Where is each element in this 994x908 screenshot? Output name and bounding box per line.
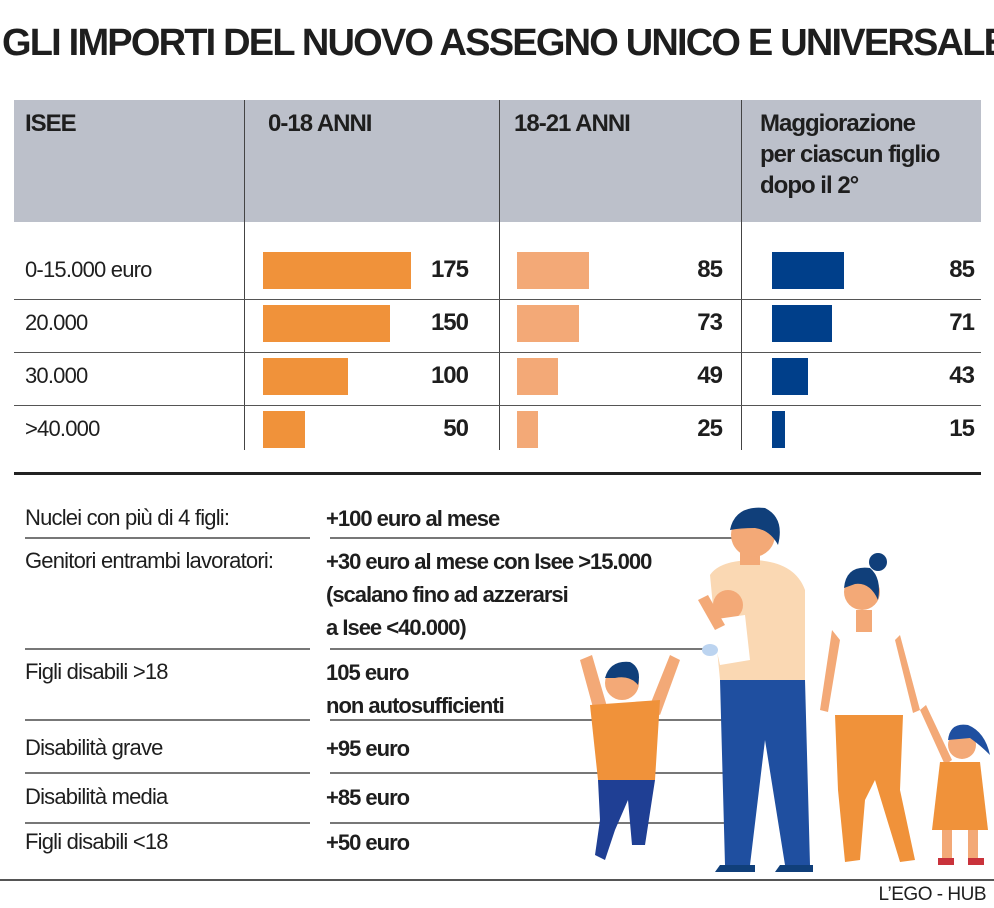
value-label: 73 (697, 309, 723, 336)
divider (14, 472, 981, 475)
header-line: Maggiorazione (760, 110, 916, 137)
value-label: 100 (430, 362, 469, 389)
row-divider (741, 299, 981, 300)
extra-value-line: +85 euro (326, 785, 410, 810)
row-divider (741, 405, 981, 406)
row-label: 0-15.000 euro (25, 257, 152, 282)
extra-value-line: +30 euro al mese con Isee >15.000 (326, 549, 652, 574)
extra-value: +30 euro al mese con Isee >15.000 (scalan… (326, 545, 652, 644)
extra-label: Figli disabili >18 (25, 659, 169, 684)
header-line: per ciascun figlio (760, 141, 940, 168)
extra-value: +95 euro (326, 732, 410, 765)
column-divider (741, 100, 742, 450)
extra-value: 105 euro non autosufficienti (326, 656, 505, 722)
header-line: dopo il 2° (760, 172, 859, 199)
column-divider (499, 100, 500, 450)
extra-value-line: a Isee <40.000) (326, 615, 467, 640)
extra-value-line: (scalano fino ad azzerarsi (326, 582, 569, 607)
value-label: 25 (697, 415, 723, 442)
extra-label: Figli disabili <18 (25, 829, 169, 854)
extra-label: Nuclei con più di 4 figli: (25, 505, 230, 530)
girl-figure (920, 705, 990, 865)
bar (517, 252, 589, 289)
header-isee: ISEE (25, 110, 77, 137)
boy-figure (580, 655, 680, 860)
row-divider (499, 299, 741, 300)
extra-value-line: +95 euro (326, 736, 410, 761)
value-label: 71 (949, 309, 975, 336)
bar (772, 252, 844, 289)
row-divider (244, 299, 499, 300)
row-divider (14, 352, 244, 353)
column-divider (244, 100, 245, 450)
row-divider (25, 719, 310, 721)
extra-value: +50 euro (326, 826, 410, 859)
header-18-21: 18-21 ANNI (514, 110, 631, 137)
bar (772, 411, 785, 448)
row-divider (330, 772, 740, 774)
row-label: 20.000 (25, 310, 88, 335)
table-header (14, 100, 981, 222)
extra-label: Disabilità grave (25, 735, 163, 760)
bar (772, 305, 832, 342)
row-divider (330, 822, 740, 824)
credit: L’EGO - HUB (878, 884, 987, 905)
value-label: 150 (430, 309, 469, 336)
bar (263, 358, 348, 395)
extra-value-line: +50 euro (326, 830, 410, 855)
divider (0, 879, 994, 881)
extra-value-line: +100 euro al mese (326, 506, 500, 531)
bar (517, 411, 539, 448)
extra-value: +85 euro (326, 781, 410, 814)
value-label: 85 (949, 256, 975, 283)
row-divider (25, 772, 310, 774)
header-0-18: 0-18 ANNI (268, 110, 372, 137)
row-divider (244, 405, 499, 406)
row-divider (330, 648, 740, 650)
bar (263, 305, 390, 342)
extra-value: +100 euro al mese (326, 502, 500, 535)
father-figure (698, 507, 813, 872)
value-label: 43 (949, 362, 975, 389)
row-divider (25, 648, 310, 650)
row-divider (741, 352, 981, 353)
row-label: 30.000 (25, 363, 88, 388)
row-divider (25, 822, 310, 824)
mother-figure (820, 553, 920, 862)
value-label: 175 (430, 256, 469, 283)
value-label: 49 (697, 362, 723, 389)
extra-label: Disabilità media (25, 784, 168, 809)
bar (772, 358, 809, 395)
page-title: GLI IMPORTI DEL NUOVO ASSEGNO UNICO E UN… (2, 22, 994, 64)
extra-label: Genitori entrambi lavoratori: (25, 548, 274, 573)
row-divider (244, 352, 499, 353)
row-divider (25, 537, 310, 539)
bar (263, 252, 411, 289)
value-label: 15 (949, 415, 975, 442)
bar (263, 411, 306, 448)
row-divider (499, 352, 741, 353)
row-divider (14, 405, 244, 406)
row-divider (330, 719, 740, 721)
family-illustration (580, 507, 990, 872)
bar (517, 305, 579, 342)
row-divider (499, 405, 741, 406)
bar (517, 358, 559, 395)
extra-value-line: 105 euro (326, 660, 409, 685)
value-label: 50 (443, 415, 469, 442)
row-label: >40.000 (25, 416, 100, 441)
row-divider (330, 537, 740, 539)
row-divider (14, 299, 244, 300)
extra-value-line: non autosufficienti (326, 693, 505, 718)
header-maggiorazione: Maggiorazione per ciascun figlio dopo il… (760, 108, 940, 201)
value-label: 85 (697, 256, 723, 283)
